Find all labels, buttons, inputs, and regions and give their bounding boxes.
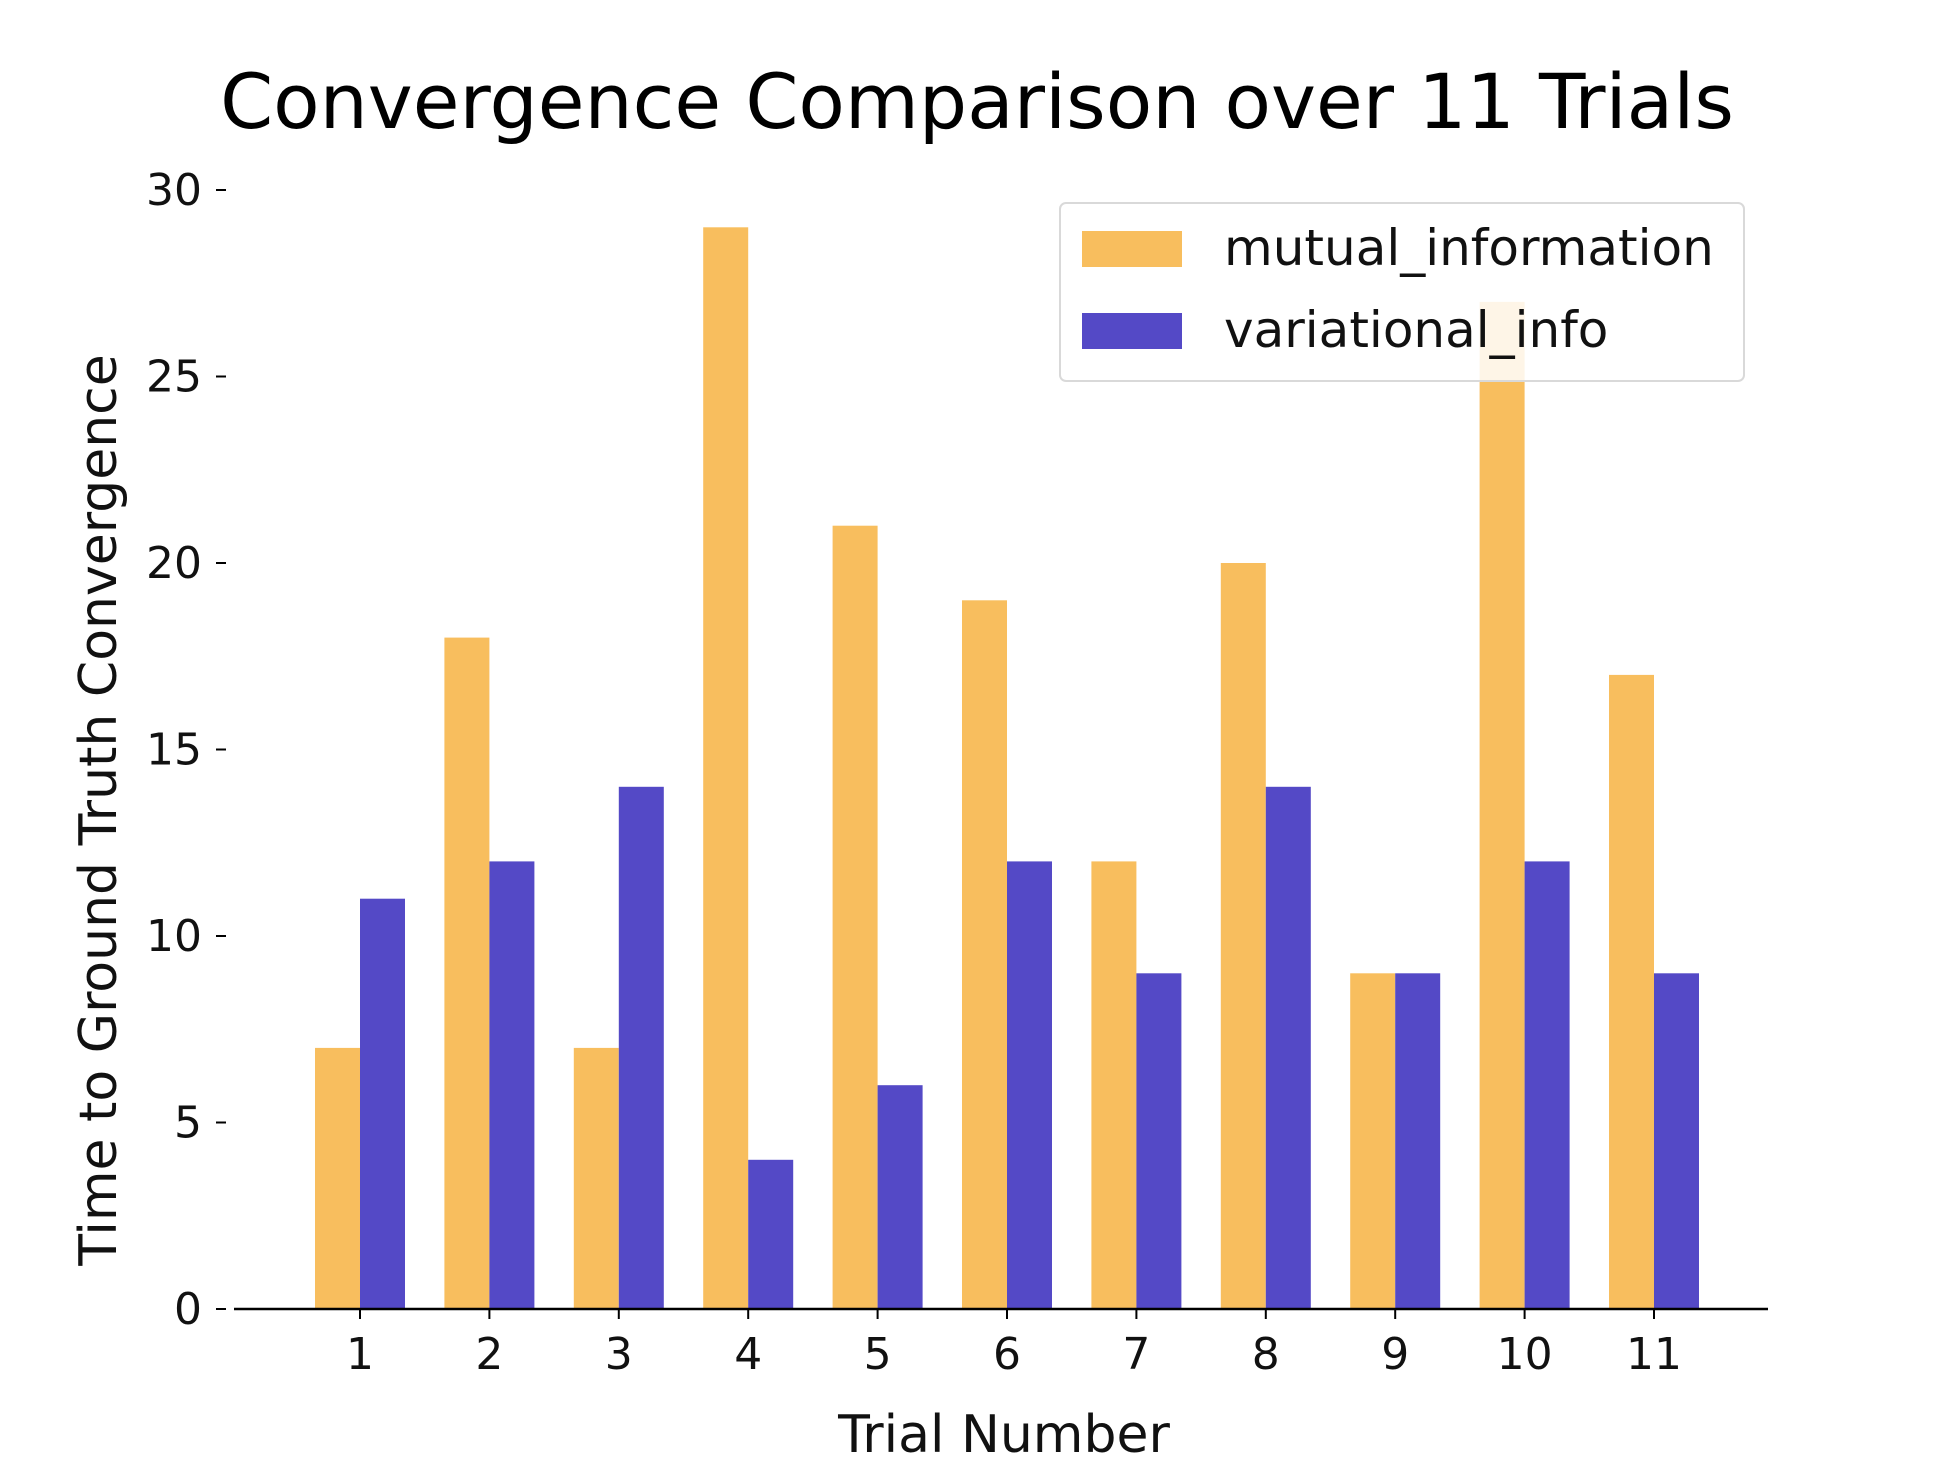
y-tick-label: 15 [146, 725, 202, 776]
x-tick-label: 2 [475, 1329, 503, 1380]
x-tick-label: 4 [734, 1329, 762, 1380]
bar-mutual_information-trial-6 [962, 600, 1007, 1309]
y-tick-label: 0 [174, 1284, 202, 1335]
legend-swatch-variational_info [1082, 313, 1182, 349]
bar-variational_info-trial-10 [1524, 861, 1570, 1309]
y-tick-label: 30 [146, 165, 202, 216]
x-axis-label: Trial Number [837, 1405, 1170, 1464]
bar-mutual_information-trial-3 [573, 1047, 619, 1309]
bar-mutual_information-trial-7 [1091, 861, 1137, 1309]
bar-mutual_information-trial-5 [832, 525, 878, 1309]
bar-mutual_information-trial-1 [315, 1047, 360, 1309]
bar-variational_info-trial-11 [1654, 973, 1699, 1309]
x-tick-label: 10 [1497, 1329, 1553, 1380]
plot-area: 1 2 3 4 5 6 7 8 9 10 11 0 5 10 15 20 25 30 [146, 165, 1768, 1380]
y-axis-label: Time to Ground Truth Convergence [69, 354, 129, 1267]
legend-swatch-mutual_information [1082, 231, 1182, 267]
bar-mutual_information-trial-4 [703, 227, 749, 1309]
x-tick-label: 6 [993, 1329, 1021, 1380]
x-tick-label: 9 [1381, 1329, 1409, 1380]
y-tick-label: 25 [146, 352, 202, 403]
bar-variational_info-trial-9 [1395, 973, 1441, 1309]
bar-variational_info-trial-1 [360, 898, 405, 1309]
bar-variational_info-trial-8 [1265, 786, 1311, 1309]
y-tick-label: 5 [174, 1098, 202, 1149]
bar-mutual_information-trial-10 [1479, 301, 1525, 1309]
x-tick-label: 7 [1122, 1329, 1150, 1380]
bar-mutual_information-trial-9 [1350, 973, 1396, 1309]
x-tick-label: 8 [1252, 1329, 1280, 1380]
bar-mutual_information-trial-8 [1220, 563, 1266, 1309]
bar-variational_info-trial-5 [877, 1085, 923, 1309]
y-tick-label: 10 [146, 911, 202, 962]
bar-variational_info-trial-7 [1136, 973, 1182, 1309]
x-tick-label: 3 [605, 1329, 633, 1380]
bar-mutual_information-trial-2 [444, 637, 490, 1309]
legend-label-variational_info: variational_info [1224, 301, 1608, 359]
bar-variational_info-trial-4 [748, 1159, 794, 1309]
x-tick-label: 11 [1626, 1329, 1682, 1380]
chart-title: Convergence Comparison over 11 Trials [220, 57, 1734, 146]
legend: mutual_information variational_info [1059, 202, 1745, 382]
bar-variational_info-trial-2 [489, 861, 535, 1309]
legend-label-mutual_information: mutual_information [1224, 219, 1714, 277]
bar-mutual_information-trial-11 [1609, 674, 1654, 1309]
legend-box [1059, 202, 1745, 382]
bar-variational_info-trial-6 [1007, 861, 1052, 1309]
bar-variational_info-trial-3 [618, 786, 664, 1309]
x-tick-label: 1 [346, 1329, 374, 1380]
x-tick-label: 5 [864, 1329, 892, 1380]
y-tick-label: 20 [146, 538, 202, 589]
